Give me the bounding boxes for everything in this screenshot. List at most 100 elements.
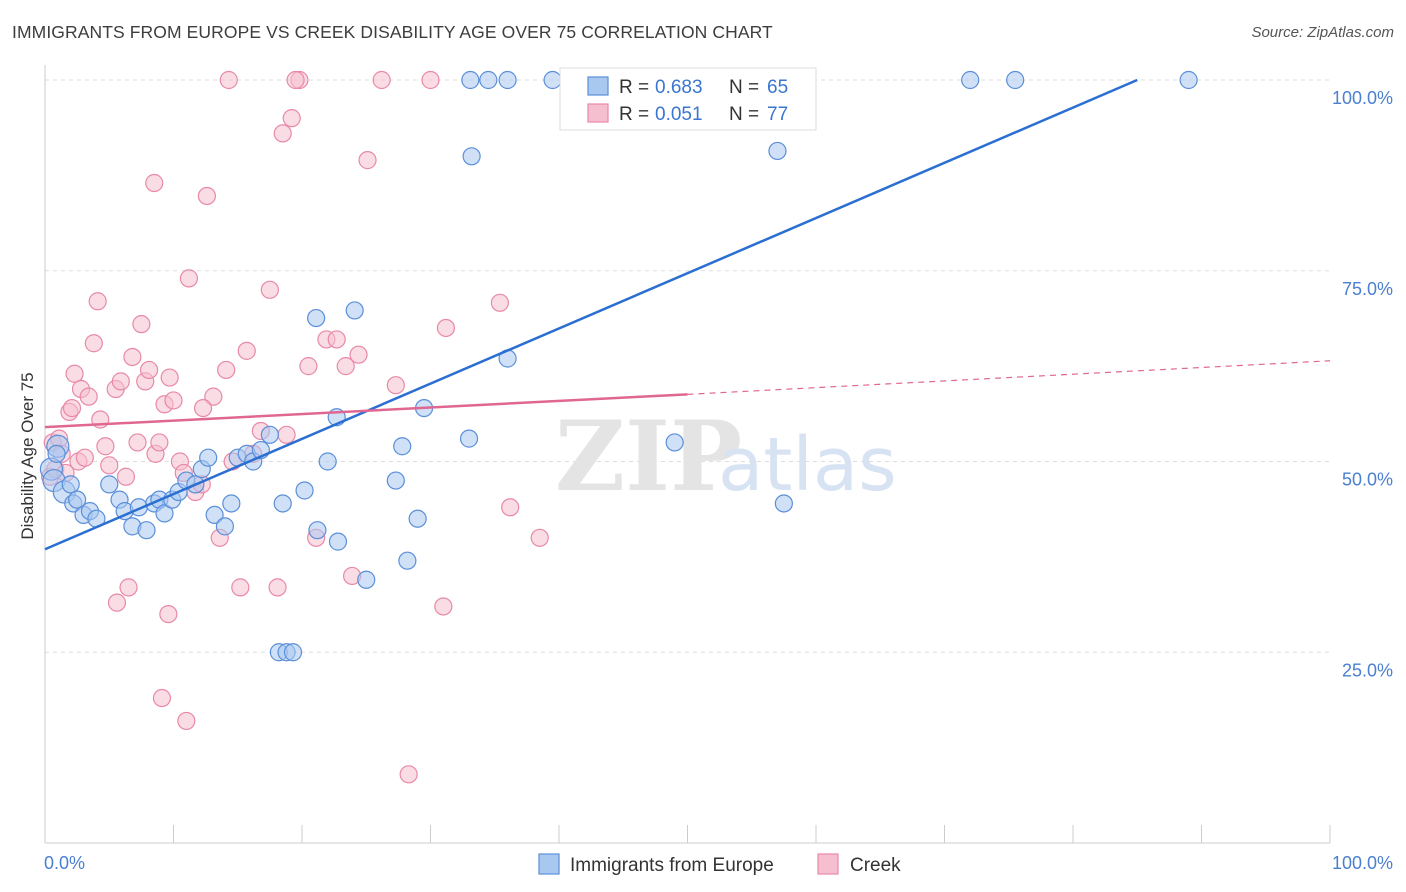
- europe-point-24: [199, 448, 218, 467]
- creek-point-76: [193, 398, 213, 418]
- europe-point-47: [398, 551, 417, 570]
- creek-point-29: [160, 368, 179, 387]
- bottom-legend-label-europe: Immigrants from Europe: [570, 855, 774, 876]
- europe-point-39: [308, 521, 327, 540]
- creek-point-41: [231, 578, 250, 597]
- europe-point-6: [68, 490, 87, 509]
- europe-point-37: [295, 481, 314, 500]
- europe-point-43: [345, 301, 364, 320]
- creek-point-36: [197, 186, 217, 206]
- creek-point-25: [139, 360, 159, 380]
- creek-point-61: [434, 597, 453, 616]
- x-tick-labels: 0.0% 100.0%: [44, 853, 1393, 873]
- creek-point-62: [436, 318, 456, 338]
- bottom-legend: Immigrants from Europe Creek: [538, 853, 901, 876]
- creek-point-14: [88, 292, 107, 311]
- x-tick-label-0: 0.0%: [44, 853, 85, 873]
- creek-point-16: [96, 437, 115, 456]
- creek-point-33: [179, 269, 199, 288]
- creek-point-72: [219, 70, 238, 90]
- europe-trend-line: [44, 78, 1138, 551]
- europe-point-42: [328, 532, 348, 551]
- creek-point-74: [421, 70, 440, 90]
- creek-point-59: [386, 376, 405, 395]
- grid-lines: [45, 79, 1330, 653]
- y-tick-label-0: 25.0%: [1342, 660, 1393, 680]
- creek-point-63: [490, 293, 509, 312]
- creek-trend-line-dashed: [687, 360, 1331, 395]
- creek-point-65: [530, 528, 549, 547]
- europe-point-50: [459, 429, 479, 448]
- europe-point-36: [273, 494, 292, 513]
- creek-point-48: [282, 109, 301, 128]
- creek-point-21: [123, 347, 142, 367]
- creek-point-69: [159, 604, 178, 624]
- chart-title: IMMIGRANTS FROM EUROPE VS CREEK DISABILI…: [12, 22, 773, 42]
- creek-point-50: [299, 357, 318, 376]
- legend-swatch-blue: [587, 76, 609, 96]
- creek-point-27: [150, 433, 169, 452]
- chart-source: Source: ZipAtlas.com: [1251, 24, 1394, 41]
- watermark-atlas: atlas: [718, 422, 897, 508]
- europe-point-56: [543, 70, 562, 90]
- europe-point-10: [100, 475, 119, 494]
- creek-point-54: [336, 357, 355, 376]
- creek-trend-line: [44, 393, 688, 429]
- trend-lines: [44, 78, 1331, 551]
- legend-r-label-1: R =: [619, 77, 649, 98]
- creek-point-42: [237, 341, 256, 360]
- europe-point-52: [479, 70, 498, 90]
- europe-point-32: [260, 425, 279, 444]
- creek-point-23: [132, 315, 151, 334]
- watermark-zip: ZIP: [555, 400, 742, 513]
- creek-point-12: [79, 387, 98, 406]
- y-tick-label-2: 75.0%: [1342, 279, 1393, 299]
- legend-n-value-2: 77: [767, 104, 788, 125]
- europe-point-40: [318, 452, 337, 471]
- legend-r-label-2: R =: [619, 104, 649, 125]
- europe-point-62: [1006, 70, 1025, 90]
- legend-n-label-2: N =: [729, 104, 759, 125]
- watermark: ZIP atlas: [555, 400, 897, 513]
- x-tick-label-1: 100.0%: [1332, 853, 1393, 873]
- creek-point-66: [145, 173, 164, 193]
- creek-point-13: [84, 334, 103, 353]
- creek-point-8: [65, 364, 84, 383]
- creek-point-11: [75, 448, 94, 467]
- europe-point-53: [498, 70, 517, 90]
- axes: [44, 65, 1331, 844]
- europe-point-60: [774, 494, 793, 513]
- europe-point-48: [408, 509, 427, 528]
- legend-swatch-pink: [587, 103, 609, 123]
- creek-point-46: [268, 578, 287, 597]
- europe-point-4: [61, 475, 80, 494]
- creek-point-53: [327, 330, 346, 349]
- creek-point-68: [177, 711, 196, 731]
- legend-n-value-1: 65: [767, 77, 788, 98]
- creek-point-64: [501, 498, 520, 517]
- y-axis-title: Disability Age Over 75: [18, 372, 37, 539]
- creek-point-47: [277, 425, 296, 444]
- creek-point-22: [128, 433, 147, 452]
- europe-point-45: [386, 471, 405, 490]
- europe-point-61: [961, 70, 980, 90]
- creek-point-71: [119, 578, 138, 597]
- legend-r-value-2: 0.051: [655, 104, 703, 125]
- creek-point-75: [286, 70, 305, 90]
- creek-point-17: [100, 456, 119, 475]
- europe-point-15: [137, 521, 156, 540]
- creek-point-39: [217, 360, 236, 380]
- europe-point-27: [222, 494, 241, 513]
- creek-point-60: [399, 765, 418, 784]
- europe-point-54: [462, 147, 481, 166]
- europe-point-63: [1179, 70, 1198, 90]
- europe-points: [39, 70, 1198, 662]
- europe-point-18: [155, 504, 174, 523]
- creek-point-70: [107, 593, 127, 612]
- creek-point-56: [349, 345, 368, 364]
- europe-point-46: [393, 437, 412, 456]
- creek-point-7: [62, 398, 82, 418]
- europe-point-38: [307, 308, 326, 328]
- y-tick-label-3: 100.0%: [1332, 88, 1393, 108]
